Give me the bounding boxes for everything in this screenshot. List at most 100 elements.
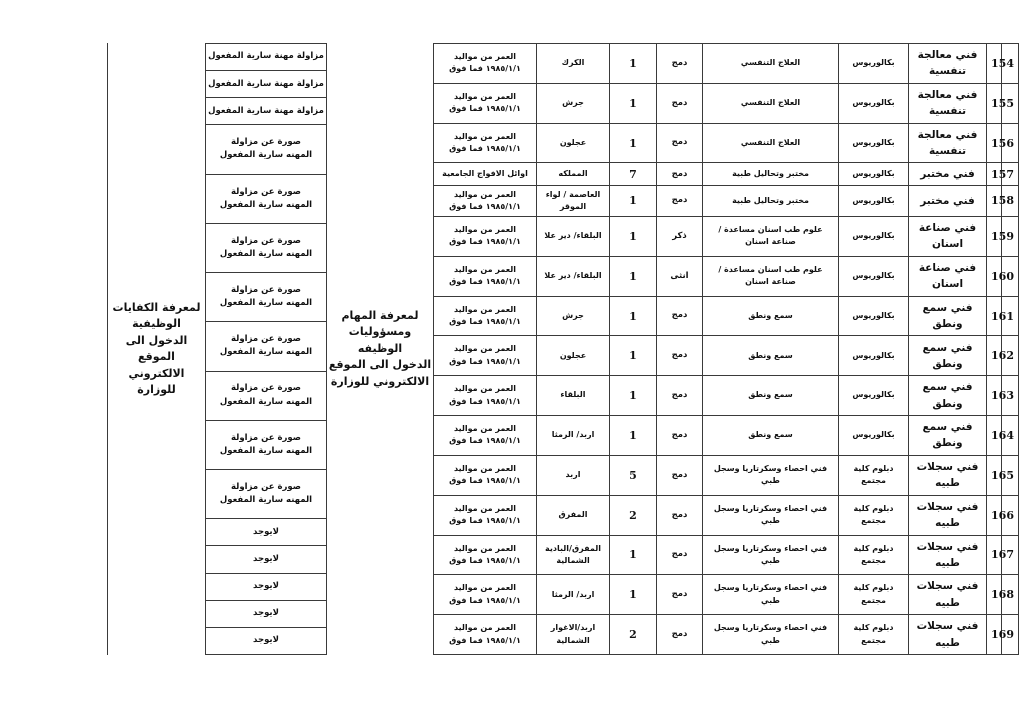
cell-count: 2	[609, 614, 657, 655]
competencies-note: لمعرفة الكفايات الوظيفية الدخول الى المو…	[112, 300, 201, 397]
cell-title: فني معالجة تنفسية	[908, 82, 987, 124]
table-row: 164 فني سمع ونطق بكالوريوس سمع ونطق دمج 1 اربد…	[433, 415, 1019, 456]
cell-no: 168	[986, 574, 1019, 616]
cell-location: البلقاء/ دير علا	[536, 255, 610, 297]
cell-qualification: بكالوريوس	[838, 162, 909, 186]
cell-age: العمر من مواليد ١٩٨٥/١/١ فما فوق	[433, 82, 537, 124]
cell-qualification: بكالوريوس	[838, 415, 909, 456]
cell-title: فني سمع ونطق	[908, 295, 987, 337]
table-row: 159 فني صناعة اسنان بكالوريوس علوم طب اسنان…	[433, 216, 1019, 257]
cell-gender: دمج	[656, 454, 703, 496]
cell-title: فني معالجة تنفسية	[908, 43, 987, 84]
cell-required-document: لايوجد	[205, 518, 327, 547]
cell-gender: دمج	[656, 184, 703, 218]
cell-title: فني سمع ونطق	[908, 335, 987, 377]
cell-no: 155	[986, 82, 1019, 124]
cell-age: العمر من مواليد ١٩٨٥/١/١ فما فوق	[433, 216, 537, 257]
cell-required-document: لايوجد	[205, 545, 327, 574]
documents-row: صورة عن مزاولة المهنه سارية المفعول	[205, 173, 327, 224]
cell-gender: دمج	[656, 574, 703, 616]
cell-gender: دمج	[656, 122, 703, 164]
cell-specialization: فني احصاء وسكرتاريا وسجل طبي	[702, 614, 839, 655]
documents-row: صورة عن مزاولة المهنه سارية المفعول	[205, 321, 327, 372]
cell-specialization: سمع ونطق	[702, 295, 839, 337]
documents-row: مزاولة مهنة سارية المفعول	[205, 70, 327, 99]
cell-qualification: بكالوريوس	[838, 375, 909, 417]
cell-age: العمر من مواليد ١٩٨٥/١/١ فما فوق	[433, 614, 537, 655]
documents-row: صورة عن مزاولة المهنه سارية المفعول	[205, 419, 327, 471]
cell-location: اربد	[536, 454, 610, 496]
cell-specialization: سمع ونطق	[702, 335, 839, 377]
cell-qualification: بكالوريوس	[838, 216, 909, 257]
cell-age: العمر من مواليد ١٩٨٥/١/١ فما فوق	[433, 375, 537, 417]
table-row: 168 فني سجلات طبيه دبلوم كلية مجتمع فني احص…	[433, 574, 1019, 616]
table-row: 162 فني سمع ونطق بكالوريوس سمع ونطق دمج 1 عجلو…	[433, 335, 1019, 377]
cell-no: 169	[986, 614, 1019, 655]
documents-row: لايوجد	[205, 599, 327, 628]
duties-note: لمعرفة المهام ومسؤوليات الوظيفه الدخول ا…	[328, 308, 432, 388]
table-row: 163 فني سمع ونطق بكالوريوس سمع ونطق دمج 1 البل…	[433, 375, 1019, 417]
cell-age: العمر من مواليد ١٩٨٥/١/١ فما فوق	[433, 122, 537, 164]
cell-required-document: لايوجد	[205, 626, 327, 656]
cell-no: 158	[986, 184, 1019, 218]
cell-qualification: بكالوريوس	[838, 335, 909, 377]
cell-count: 1	[609, 216, 657, 257]
cell-title: فني سمع ونطق	[908, 415, 987, 456]
cell-age: العمر من مواليد ١٩٨٥/١/١ فما فوق	[433, 574, 537, 616]
cell-specialization: مختبر وتحاليل طبية	[702, 162, 839, 186]
cell-gender: دمج	[656, 415, 703, 456]
cell-specialization: العلاج التنفسي	[702, 43, 839, 84]
cell-qualification: دبلوم كلية مجتمع	[838, 454, 909, 496]
cell-qualification: دبلوم كلية مجتمع	[838, 614, 909, 655]
cell-specialization: العلاج التنفسي	[702, 122, 839, 164]
cell-location: جرش	[536, 82, 610, 124]
cell-no: 159	[986, 216, 1019, 257]
cell-specialization: فني احصاء وسكرتاريا وسجل طبي	[702, 494, 839, 536]
table-row: 169 فني سجلات طبيه دبلوم كلية مجتمع فني احص…	[433, 614, 1019, 655]
cell-location: العاصمة / لواء الموقر	[536, 184, 610, 218]
cell-specialization: فني احصاء وسكرتاريا وسجل طبي	[702, 454, 839, 496]
cell-age: العمر من مواليد ١٩٨٥/١/١ فما فوق	[433, 43, 537, 84]
cell-qualification: بكالوريوس	[838, 122, 909, 164]
cell-specialization: علوم طب اسنان مساعدة / صناعة اسنان	[702, 255, 839, 297]
table-row: 161 فني سمع ونطق بكالوريوس سمع ونطق دمج 1 جرش ا…	[433, 295, 1019, 337]
cell-gender: دمج	[656, 614, 703, 655]
cell-location: اربد/ الرمثا	[536, 574, 610, 616]
cell-gender: دمج	[656, 82, 703, 124]
table-row: 167 فني سجلات طبيه دبلوم كلية مجتمع فني احص…	[433, 534, 1019, 576]
cell-required-document: لايوجد	[205, 599, 327, 628]
table-row: 165 فني سجلات طبيه دبلوم كلية مجتمع فني احص…	[433, 454, 1019, 496]
cell-title: فني سمع ونطق	[908, 375, 987, 417]
cell-qualification: بكالوريوس	[838, 82, 909, 124]
cell-required-document: مزاولة مهنة سارية المفعول	[205, 70, 327, 99]
documents-row: صورة عن مزاولة المهنه سارية المفعول	[205, 222, 327, 274]
documents-row: مزاولة مهنة سارية المفعول	[205, 42, 327, 72]
cell-gender: دمج	[656, 295, 703, 337]
cell-gender: دمج	[656, 534, 703, 576]
cell-age: العمر من مواليد ١٩٨٥/١/١ فما فوق	[433, 184, 537, 218]
cell-specialization: مختبر وتحاليل طبية	[702, 184, 839, 218]
cell-count: 7	[609, 162, 657, 186]
documents-row: لايوجد	[205, 518, 327, 547]
cell-location: عجلون	[536, 122, 610, 164]
cell-specialization: سمع ونطق	[702, 415, 839, 456]
cell-count: 1	[609, 184, 657, 218]
cell-no: 162	[986, 335, 1019, 377]
cell-title: فني صناعة اسنان	[908, 255, 987, 297]
cell-location: اربد/الاغوار الشمالية	[536, 614, 610, 655]
cell-required-document: لايوجد	[205, 572, 327, 601]
cell-no: 167	[986, 534, 1019, 576]
documents-row: صورة عن مزاولة المهنه سارية المفعول	[205, 469, 327, 520]
cell-gender: دمج	[656, 494, 703, 536]
cell-required-document: صورة عن مزاولة المهنه سارية المفعول	[205, 272, 327, 323]
vacancies-table: 154 فني معالجة تنفسية بكالوريوس العلاج التن…	[433, 43, 1019, 655]
cell-location: اربد/ الرمثا	[536, 415, 610, 456]
cell-count: 5	[609, 454, 657, 496]
cell-specialization: فني احصاء وسكرتاريا وسجل طبي	[702, 574, 839, 616]
cell-required-document: صورة عن مزاولة المهنه سارية المفعول	[205, 124, 327, 175]
cell-location: المملكه	[536, 162, 610, 186]
table-row: 154 فني معالجة تنفسية بكالوريوس العلاج التن…	[433, 43, 1019, 84]
vacancies-table-body: 154 فني معالجة تنفسية بكالوريوس العلاج التن…	[433, 43, 1019, 655]
cell-required-document: صورة عن مزاولة المهنه سارية المفعول	[205, 419, 327, 471]
cell-age: العمر من مواليد ١٩٨٥/١/١ فما فوق	[433, 534, 537, 576]
